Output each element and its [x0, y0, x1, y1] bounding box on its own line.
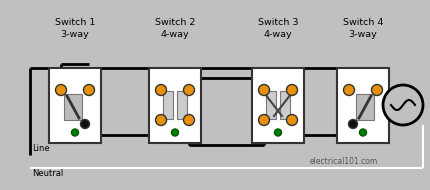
- Text: 4-way: 4-way: [161, 30, 189, 39]
- Bar: [356, 94, 374, 120]
- Circle shape: [286, 85, 298, 96]
- Bar: [252, 67, 304, 142]
- Circle shape: [80, 120, 89, 128]
- Circle shape: [348, 120, 357, 128]
- Circle shape: [71, 129, 79, 136]
- Circle shape: [55, 85, 67, 96]
- Text: Switch 2: Switch 2: [155, 18, 195, 27]
- Circle shape: [344, 85, 354, 96]
- Bar: [280, 91, 290, 119]
- Circle shape: [286, 115, 298, 126]
- Circle shape: [258, 115, 270, 126]
- Bar: [64, 94, 82, 120]
- Circle shape: [372, 85, 383, 96]
- Circle shape: [156, 85, 166, 96]
- Circle shape: [274, 129, 282, 136]
- Text: Switch 1: Switch 1: [55, 18, 95, 27]
- Text: electrical101.com: electrical101.com: [310, 158, 378, 166]
- Text: Neutral: Neutral: [32, 169, 63, 178]
- Circle shape: [184, 85, 194, 96]
- Text: Line: Line: [32, 144, 49, 153]
- Circle shape: [156, 115, 166, 126]
- Text: Switch 3: Switch 3: [258, 18, 298, 27]
- Circle shape: [83, 85, 95, 96]
- Circle shape: [184, 115, 194, 126]
- Text: 3-way: 3-way: [61, 30, 89, 39]
- Bar: [177, 91, 187, 119]
- Bar: [49, 67, 101, 142]
- Circle shape: [359, 129, 366, 136]
- Bar: [337, 67, 389, 142]
- Text: Switch 4: Switch 4: [343, 18, 383, 27]
- Circle shape: [258, 85, 270, 96]
- Bar: [149, 67, 201, 142]
- Text: 4-way: 4-way: [264, 30, 292, 39]
- Bar: [163, 91, 173, 119]
- Bar: [266, 91, 276, 119]
- Circle shape: [172, 129, 178, 136]
- Text: 3-way: 3-way: [349, 30, 378, 39]
- Circle shape: [383, 85, 423, 125]
